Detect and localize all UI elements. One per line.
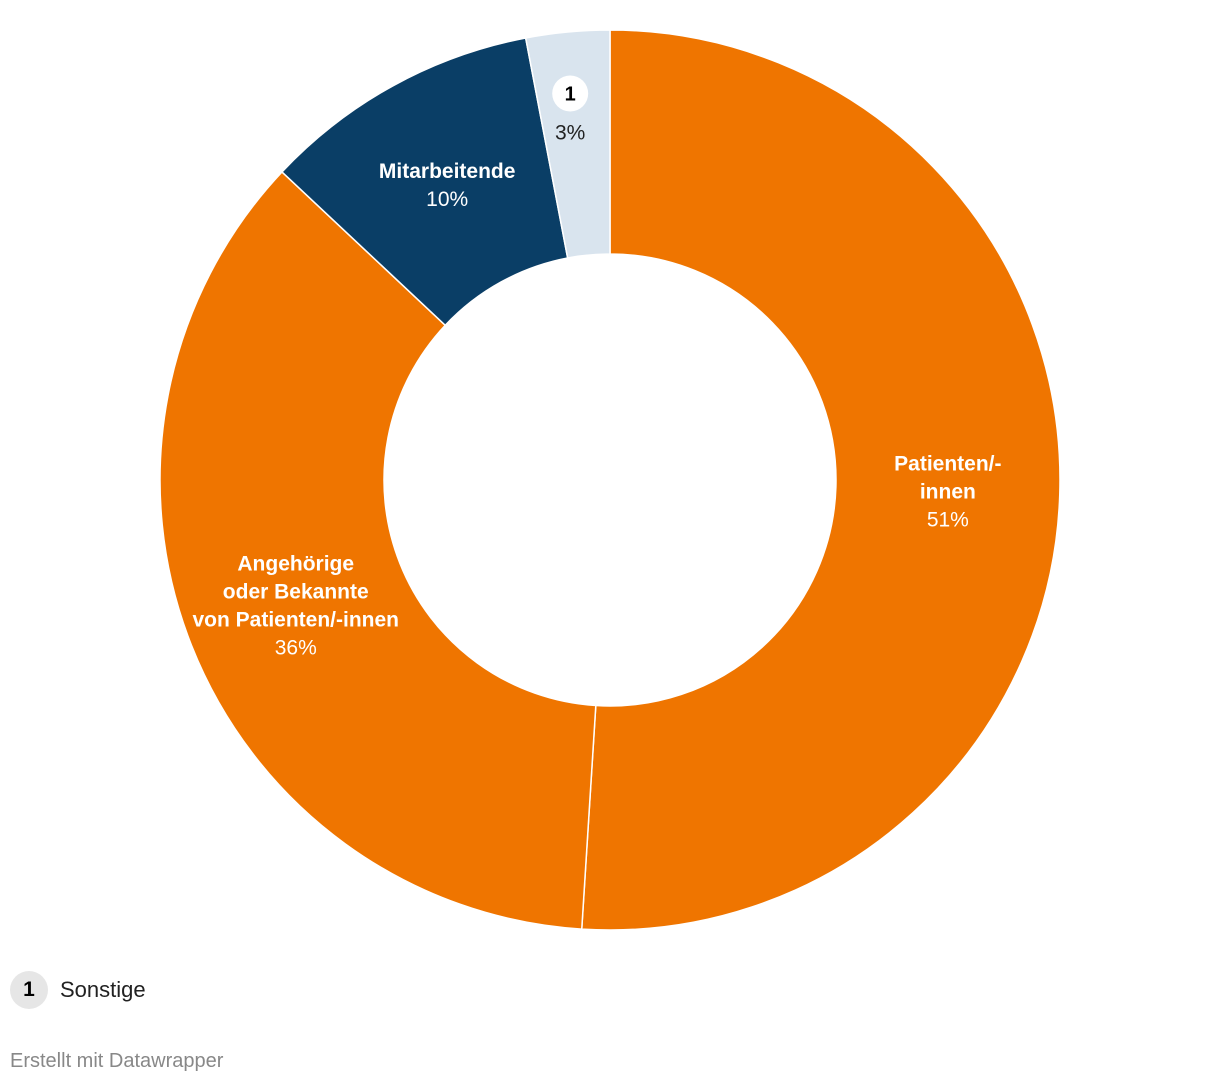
slice-value-1: 36% — [275, 636, 317, 659]
slice-label-2: Mitarbeitende 10% — [379, 160, 516, 211]
footnote: 1 Sonstige — [10, 970, 146, 1010]
slice-label-3: 1 3% — [552, 75, 589, 145]
slice-label-line-1-1: oder Bekannte — [223, 580, 369, 603]
slice-label-line-0-0: Patienten/- — [894, 453, 1001, 476]
slice-label-line-1-2: von Patienten/-innen — [192, 608, 399, 631]
slice-label-line-0-1: innen — [920, 481, 976, 504]
slice-label-1: Angehörige oder Bekannte von Patienten/-in… — [192, 552, 399, 659]
footnote-label: Sonstige — [60, 977, 146, 1002]
slice-value-3: 3% — [555, 122, 585, 145]
donut-chart: Patienten/- innen 51% Angehörige oder Bekann… — [159, 29, 1061, 931]
slice-0 — [580, 29, 1061, 931]
slice-label-line-1-0: Angehörige — [237, 552, 354, 575]
footnote-marker: 1 — [10, 971, 48, 1009]
slice-1 — [159, 170, 597, 930]
slice-label-line-2-0: Mitarbeitende — [379, 160, 516, 183]
slice-3 — [524, 29, 611, 259]
slice-value-2: 10% — [426, 188, 468, 211]
datawrapper-credit: Erstellt mit Datawrapper — [10, 1050, 224, 1072]
slice-value-0: 51% — [927, 509, 969, 532]
slice-marker-circle — [552, 75, 589, 112]
slice-marker-text: 1 — [565, 84, 576, 106]
slice-label-0: Patienten/- innen 51% — [894, 453, 1001, 532]
